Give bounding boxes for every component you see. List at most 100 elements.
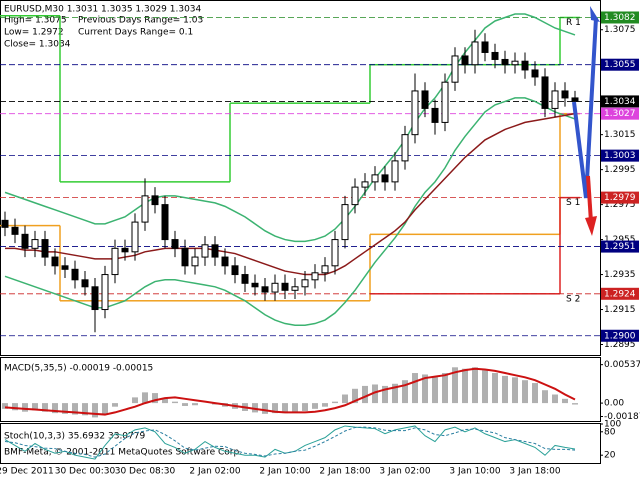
macd-bar — [432, 377, 438, 404]
candle-body — [561, 90, 569, 99]
price-box — [601, 58, 639, 71]
y-tick-label: 1.2915 — [604, 305, 636, 315]
macd-bar — [82, 403, 88, 416]
y-tick-label: 0.00 — [604, 399, 624, 409]
indicator-line — [5, 112, 576, 276]
info: High= 1.3075 — [4, 16, 67, 26]
candle-body — [91, 286, 99, 311]
macd-bar — [452, 367, 458, 404]
candle-body — [151, 195, 159, 206]
red-arrow — [586, 175, 593, 223]
indicator-line — [4, 97, 576, 327]
macd-bar — [562, 398, 568, 404]
price-box-label: 1.3003 — [604, 151, 636, 161]
level-tag: S 1 — [566, 198, 580, 208]
macd-bar — [462, 368, 468, 404]
macd-bar — [532, 383, 538, 404]
candle-body — [1, 219, 9, 228]
macd-bar — [342, 394, 348, 404]
candle-body — [361, 181, 369, 188]
candle-body — [181, 247, 189, 267]
main-panel — [0, 0, 601, 356]
macd-bar — [282, 403, 288, 414]
candle-body — [431, 107, 439, 123]
y-tick-label: 1.2955 — [604, 235, 636, 245]
y-tick-label: 20 — [604, 451, 616, 461]
candle-body — [71, 268, 79, 281]
macd-bar — [112, 403, 118, 407]
candle-body — [481, 41, 489, 53]
candle-body — [251, 282, 259, 288]
macd-bar — [482, 370, 488, 404]
macd-bar — [42, 403, 48, 412]
candle-body — [491, 51, 499, 60]
candle-body — [301, 279, 309, 288]
candle-body — [401, 134, 409, 162]
macd-bar — [92, 403, 98, 418]
candle-body — [81, 279, 89, 288]
candle-body — [161, 204, 169, 241]
macd-bar — [22, 403, 28, 412]
macd-bar — [512, 377, 518, 404]
macd-bar — [332, 401, 338, 404]
candle-body — [571, 97, 579, 102]
macd-bar — [372, 384, 378, 404]
candle-body — [21, 233, 29, 249]
price-box — [601, 191, 639, 204]
candle-body — [411, 90, 419, 136]
y-tick-label: 1.3075 — [604, 25, 636, 35]
macd-bar — [312, 403, 318, 409]
red-arrowhead — [585, 216, 597, 236]
macd-bar — [572, 403, 578, 405]
candle-body — [551, 90, 559, 109]
candle-body — [211, 244, 219, 258]
macd-bar — [262, 403, 268, 414]
indicator-line — [4, 13, 576, 243]
macd-bar — [62, 403, 68, 414]
price-box — [601, 107, 639, 120]
macd-bar — [352, 388, 358, 404]
candle-body — [451, 55, 459, 83]
price-box — [601, 11, 639, 24]
blue-arrowhead — [590, 6, 600, 22]
candle-body — [321, 265, 329, 274]
macd-bar — [442, 373, 448, 404]
x-tick-label: 3 Jan 18:00 — [509, 467, 561, 477]
macd-title: MACD(5,35,5) -0.00019 -0.00015 — [4, 364, 153, 374]
symbol-title: EURUSD,M30 1.3031 1.3035 1.3029 1.3034 — [4, 5, 202, 15]
level-tag: S 2 — [566, 294, 580, 304]
price-box — [601, 240, 639, 253]
price-box-label: 1.2900 — [604, 331, 636, 341]
y-tick-label: 1.3015 — [604, 130, 636, 140]
candle-body — [221, 256, 229, 267]
candle-body — [271, 282, 279, 293]
macd-bar — [492, 373, 498, 404]
macd-bar — [182, 403, 188, 406]
level-tag: R 1 — [566, 18, 581, 28]
macd-bar — [322, 403, 328, 407]
macd-bar — [12, 403, 18, 411]
x-tick-label: 2 Jan 10:00 — [259, 467, 311, 477]
macd-bar — [52, 403, 58, 414]
arrows — [572, 6, 600, 236]
stoch-title: Stoch(10,3,3) 35.6932 33.0779 — [4, 432, 145, 442]
macd-bar — [472, 367, 478, 404]
candle-body — [191, 256, 199, 267]
price-box-label: 1.2951 — [604, 242, 636, 252]
macd-bar — [142, 392, 148, 404]
macd-bar — [362, 385, 368, 404]
candle-body — [501, 58, 509, 66]
candle-body — [421, 90, 429, 109]
y-tick-label: 1.2975 — [604, 200, 636, 210]
candle-body — [531, 69, 539, 78]
candle-body — [121, 247, 129, 253]
copyright: BMF-Meta, © 2001-2011 MetaQuotes Softwar… — [4, 448, 242, 458]
macd-bar — [252, 403, 258, 413]
price-box — [601, 329, 639, 342]
info: Close= 1.3034 — [4, 40, 71, 50]
price-box-label: 1.3055 — [604, 60, 636, 70]
macd-bar — [552, 394, 558, 404]
macd-bar — [382, 385, 388, 404]
candle-body — [381, 174, 389, 183]
